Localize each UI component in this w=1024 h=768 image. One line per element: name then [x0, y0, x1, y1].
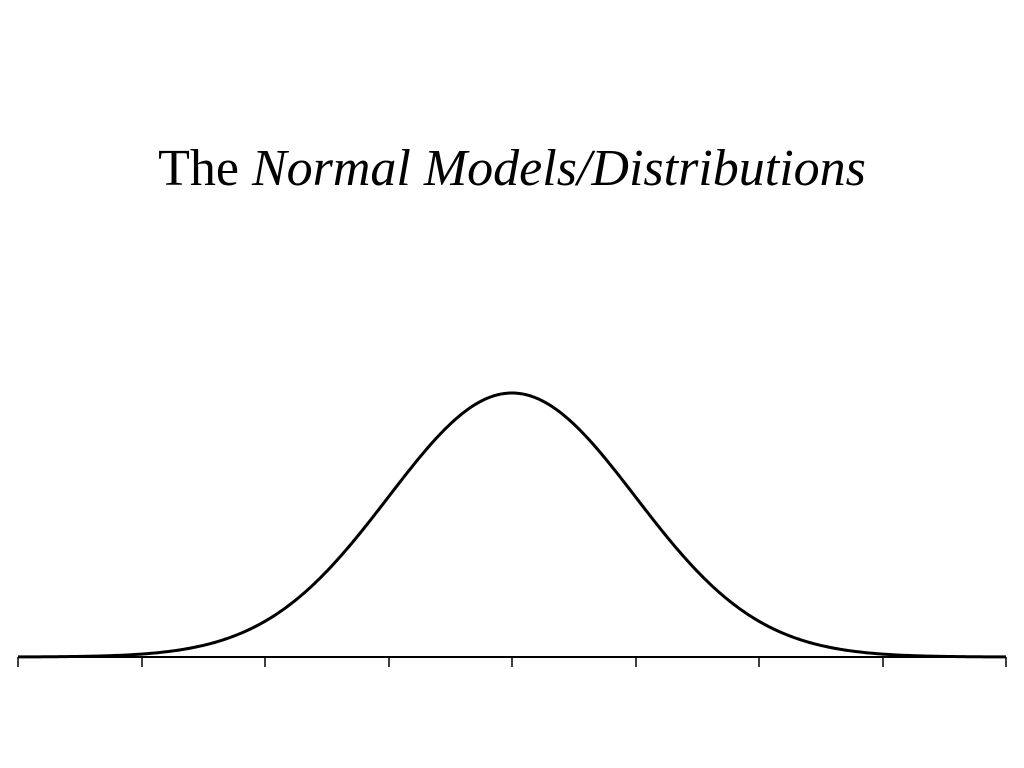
x-ticks — [17, 657, 1007, 667]
slide-title: The Normal Models/Distributions — [0, 138, 1024, 200]
title-prefix: The — [158, 140, 239, 197]
normal-curve — [17, 391, 1007, 659]
title-emphasis: Normal Models/Distributions — [251, 140, 866, 197]
